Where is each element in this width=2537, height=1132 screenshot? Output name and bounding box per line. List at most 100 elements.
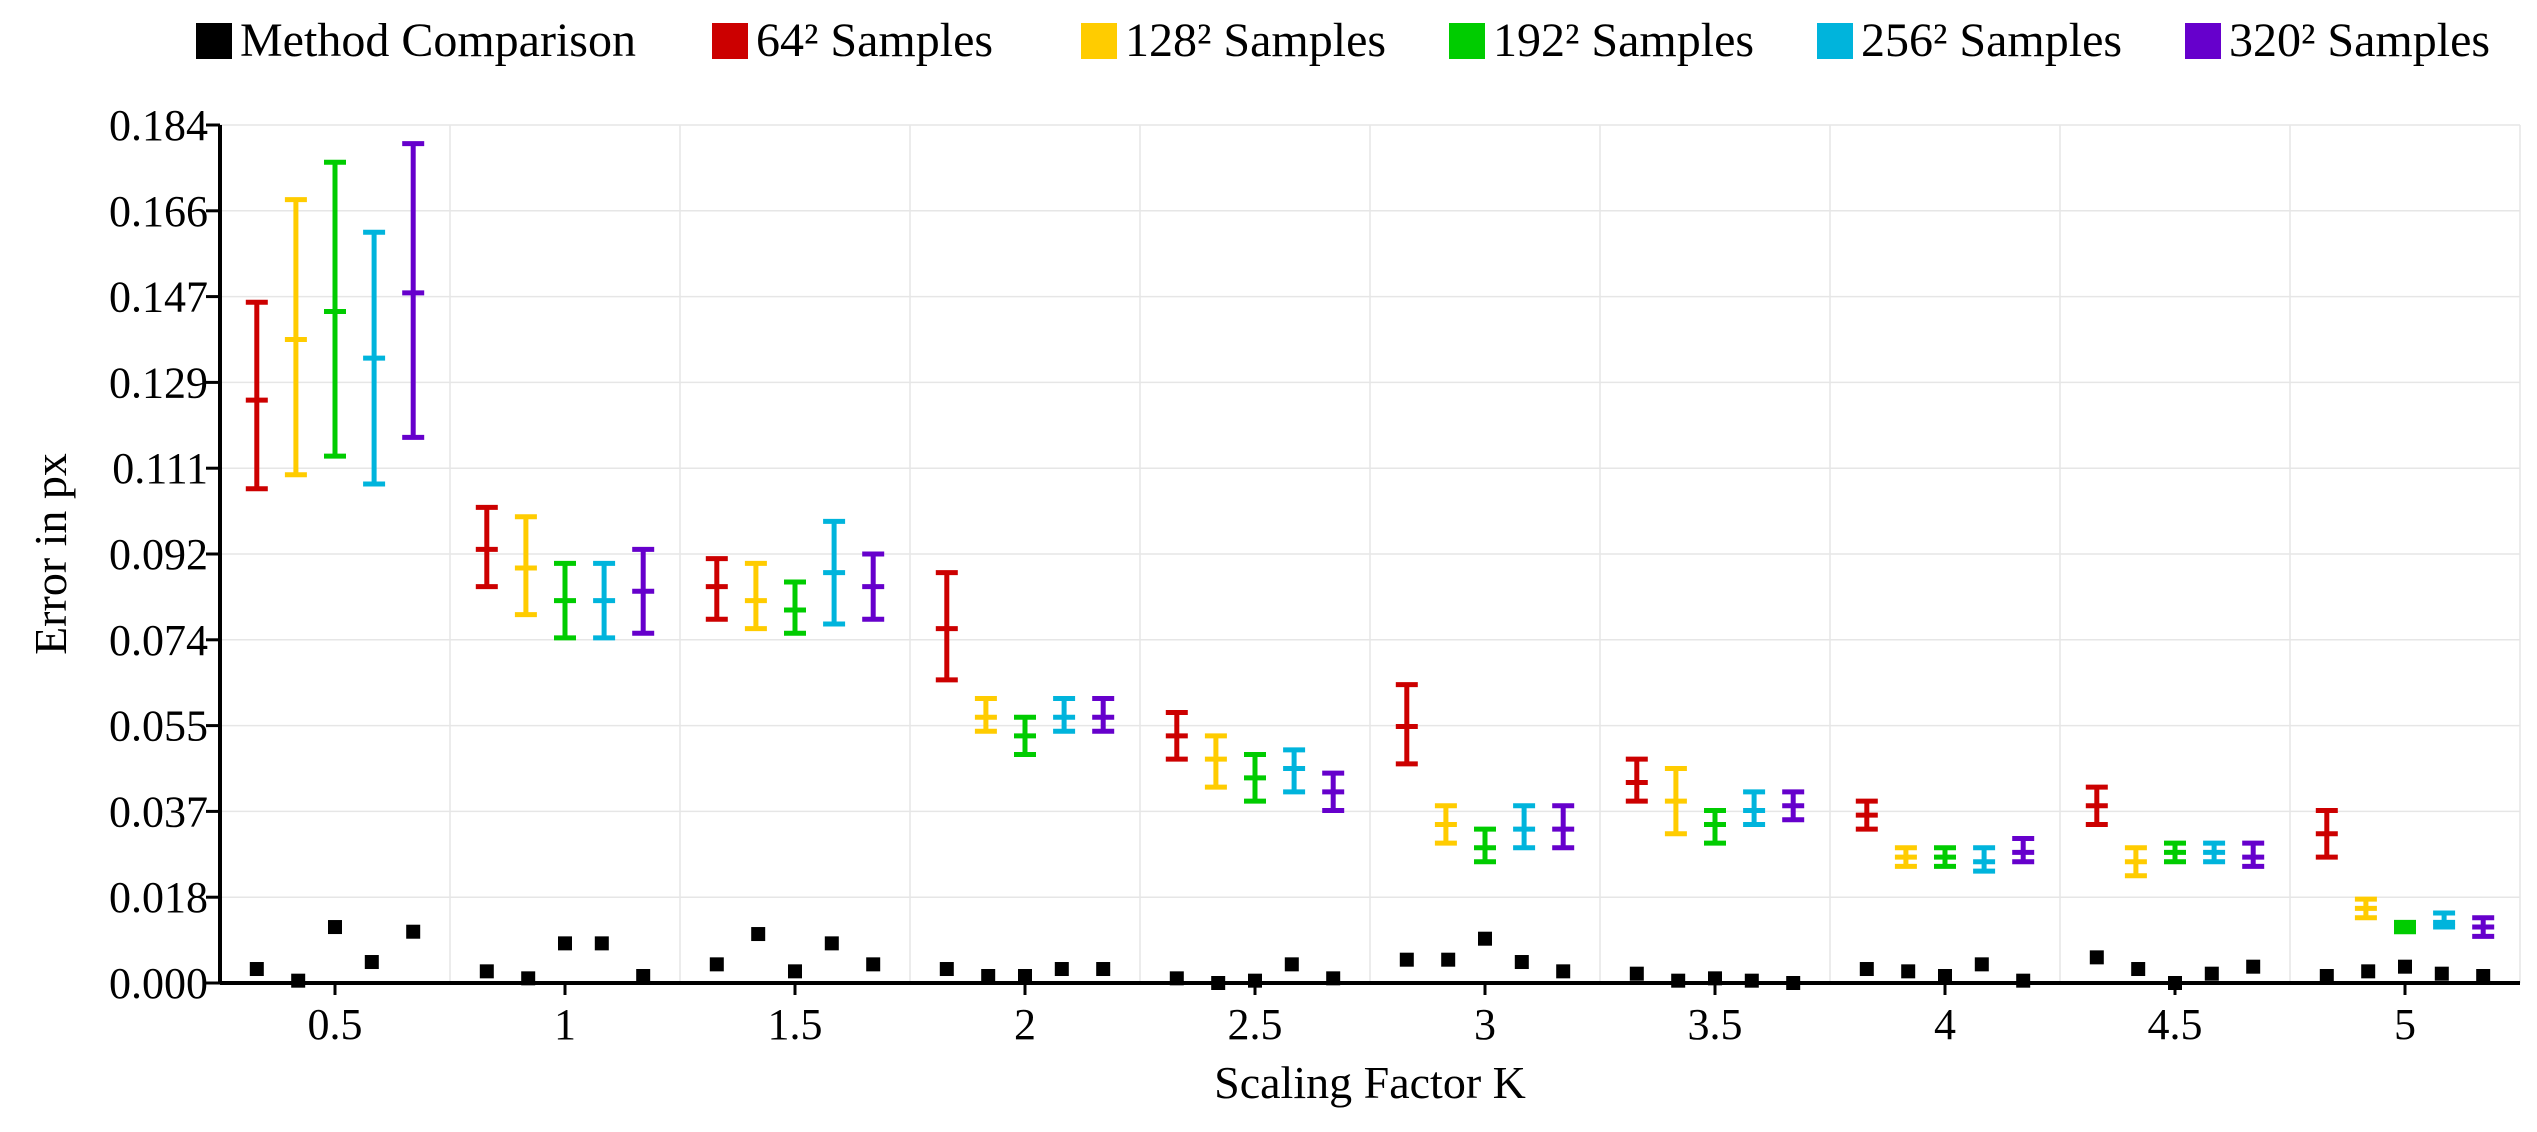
x-axis-ticks: 0.5 1 1.5 2 2.5 3 3.5 4 4.5 5 (308, 983, 2416, 1049)
gridlines (220, 124, 2521, 983)
method-comparison-point (636, 969, 651, 984)
legend-swatch (1081, 23, 1117, 59)
method-comparison-point (558, 936, 572, 951)
method-comparison-point (1556, 964, 1571, 979)
y-tick-label: 0.018 (109, 873, 208, 922)
y-tick-label: 0.147 (109, 273, 208, 322)
y-tick-label: 0.055 (109, 702, 208, 751)
errorbar-64-samples (2085, 784, 2108, 827)
method-comparison-point (981, 969, 996, 984)
legend-swatch (2185, 23, 2221, 59)
y-axis-title: Error in px (25, 453, 76, 655)
y-tick-label: 0.074 (109, 616, 208, 665)
x-tick-label: 0.5 (308, 1000, 363, 1049)
method-comparison-point (824, 936, 839, 951)
x-axis-title: Scaling Factor K (1214, 1057, 1526, 1108)
x-tick-label: 5 (2394, 1000, 2416, 1049)
errorbar-64-samples (935, 570, 958, 683)
legend-label: 192² Samples (1493, 14, 1754, 67)
errorbar-256-samples (823, 518, 846, 627)
method-comparison-point (1018, 969, 1032, 984)
method-comparison-point (2398, 959, 2412, 974)
method-comparison-point (1054, 962, 1069, 977)
legend-label: 128² Samples (1125, 14, 1386, 67)
errorbar-128-samples (514, 514, 537, 618)
errorbar-128-samples (2124, 845, 2147, 879)
x-tick-label: 2 (1014, 1000, 1036, 1049)
errorbar-192-samples (784, 579, 806, 636)
errorbar-128-samples (2354, 896, 2377, 921)
y-tick-label: 0.129 (109, 358, 208, 407)
legend-swatch (712, 23, 748, 59)
errorbar-192-samples (1934, 845, 1956, 869)
errorbar-320-samples (1092, 696, 1115, 734)
errorbar-320-samples (2472, 915, 2495, 939)
method-comparison-point (751, 927, 766, 942)
y-tick-label: 0.000 (109, 959, 208, 1008)
errorbar-64-samples (245, 299, 268, 492)
method-comparison-point (479, 964, 494, 979)
method-comparison-point (249, 962, 264, 977)
method-comparison-point (291, 973, 306, 988)
errorbar-192-samples (2164, 840, 2186, 865)
errorbar-128-samples (1894, 845, 1917, 869)
method-comparison-point (1514, 955, 1529, 970)
x-tick-label: 1.5 (768, 1000, 823, 1049)
x-tick-label: 3.5 (1688, 1000, 1743, 1049)
method-comparison-point (2361, 964, 2376, 979)
method-comparison-point (2476, 969, 2491, 984)
errorbar-128-samples (974, 696, 997, 734)
method-comparison-point (2319, 969, 2334, 984)
method-comparison-point (1744, 973, 1759, 988)
method-comparison-point (2434, 966, 2449, 981)
errorbar-192-samples (324, 159, 346, 459)
method-comparison-point (1901, 964, 1916, 979)
errorbar-192-samples (2394, 919, 2416, 935)
errorbar-320-samples (1322, 770, 1345, 813)
y-tick-label: 0.111 (112, 444, 208, 493)
method-comparison-point (406, 924, 421, 939)
x-tick-label: 1 (554, 1000, 576, 1049)
errorbar-64-samples (1625, 756, 1648, 804)
x-tick-label: 4 (1934, 1000, 1956, 1049)
errorbar-320-samples (1782, 789, 1805, 823)
errorbar-320-samples (2012, 835, 2035, 865)
legend-label: 64² Samples (756, 14, 993, 67)
legend: Method Comparison 64² Samples 128² Samples… (196, 14, 2490, 67)
method-comparison-point (2016, 973, 2031, 988)
errorbar-320-samples (402, 141, 425, 440)
method-comparison-point (1441, 952, 1456, 967)
method-comparison-point (866, 957, 881, 972)
y-tick-label: 0.166 (109, 187, 208, 236)
method-comparison-point (1938, 969, 1952, 984)
errorbar-256-samples (2433, 910, 2456, 930)
errorbar-192-samples (1244, 752, 1266, 804)
errorbar-192-samples (1704, 807, 1726, 846)
errorbar-64-samples (705, 556, 728, 622)
method-comparison-point (939, 962, 954, 977)
errorbar-64-samples (1165, 710, 1188, 762)
errorbar-320-samples (862, 551, 885, 622)
method-comparison-point (788, 964, 802, 979)
errorbar-320-samples (632, 546, 655, 636)
errorbar-320-samples (2242, 840, 2265, 869)
errorbar-64-samples (475, 504, 498, 590)
method-comparison-point (1096, 962, 1111, 977)
errorbar-192-samples (1474, 826, 1496, 865)
errorbar-256-samples (2203, 840, 2226, 865)
errorbar-192-samples (1014, 714, 1036, 758)
legend-swatch (1817, 23, 1853, 59)
errorbar-256-samples (1513, 803, 1536, 851)
method-comparison-point (2089, 950, 2104, 965)
x-tick-label: 3 (1474, 1000, 1496, 1049)
errorbar-256-samples (1973, 845, 1996, 874)
x-tick-label: 2.5 (1228, 1000, 1283, 1049)
legend-label: 256² Samples (1861, 14, 2122, 67)
legend-swatch (1449, 23, 1485, 59)
method-comparison-point (1671, 973, 1686, 988)
errorbar-256-samples (363, 229, 386, 487)
method-comparison-point (1629, 966, 1644, 981)
errorbar-128-samples (284, 197, 307, 478)
method-comparison-point (1284, 957, 1299, 972)
